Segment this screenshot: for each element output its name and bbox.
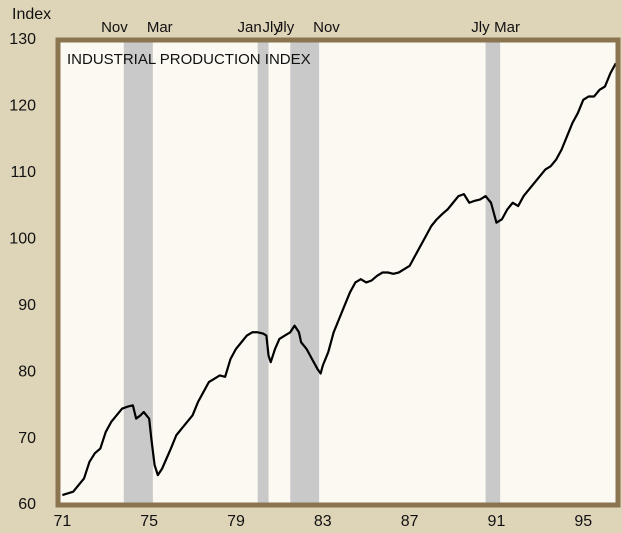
x-tick-label: 79 <box>227 513 245 530</box>
y-tick-label: 70 <box>18 430 36 447</box>
recession-end-label: Mar <box>147 19 173 36</box>
recession-band <box>257 40 269 505</box>
x-tick-label: 87 <box>401 513 419 530</box>
recession-start-label: Jan <box>238 19 262 36</box>
x-tick-label: 75 <box>140 513 158 530</box>
recession-end-label: Jly <box>263 19 282 36</box>
x-tick-label: 91 <box>488 513 506 530</box>
recession-start-label: Jly <box>471 19 490 36</box>
y-axis-label: Index <box>12 6 51 23</box>
recession-start-label: Jly <box>276 19 295 36</box>
x-tick-label: 71 <box>53 513 71 530</box>
y-tick-label: 60 <box>18 496 36 513</box>
y-tick-label: 120 <box>9 98 36 115</box>
y-tick-label: 80 <box>18 363 36 380</box>
recession-end-label: Nov <box>313 19 340 36</box>
recession-start-label: Nov <box>101 19 128 36</box>
x-tick-label: 95 <box>574 513 592 530</box>
data-line <box>62 62 617 497</box>
recession-band <box>290 40 320 505</box>
y-tick-label: 90 <box>18 297 36 314</box>
recession-band <box>123 40 153 505</box>
recession-end-label: Mar <box>494 19 520 36</box>
y-tick-label: 100 <box>9 231 36 248</box>
chart-title: INDUSTRIAL PRODUCTION INDEX <box>67 51 311 68</box>
y-tick-label: 110 <box>10 164 36 181</box>
y-tick-label: 130 <box>9 31 36 48</box>
plot-border <box>55 37 621 508</box>
x-tick-label: 83 <box>314 513 332 530</box>
recession-band <box>485 40 501 505</box>
